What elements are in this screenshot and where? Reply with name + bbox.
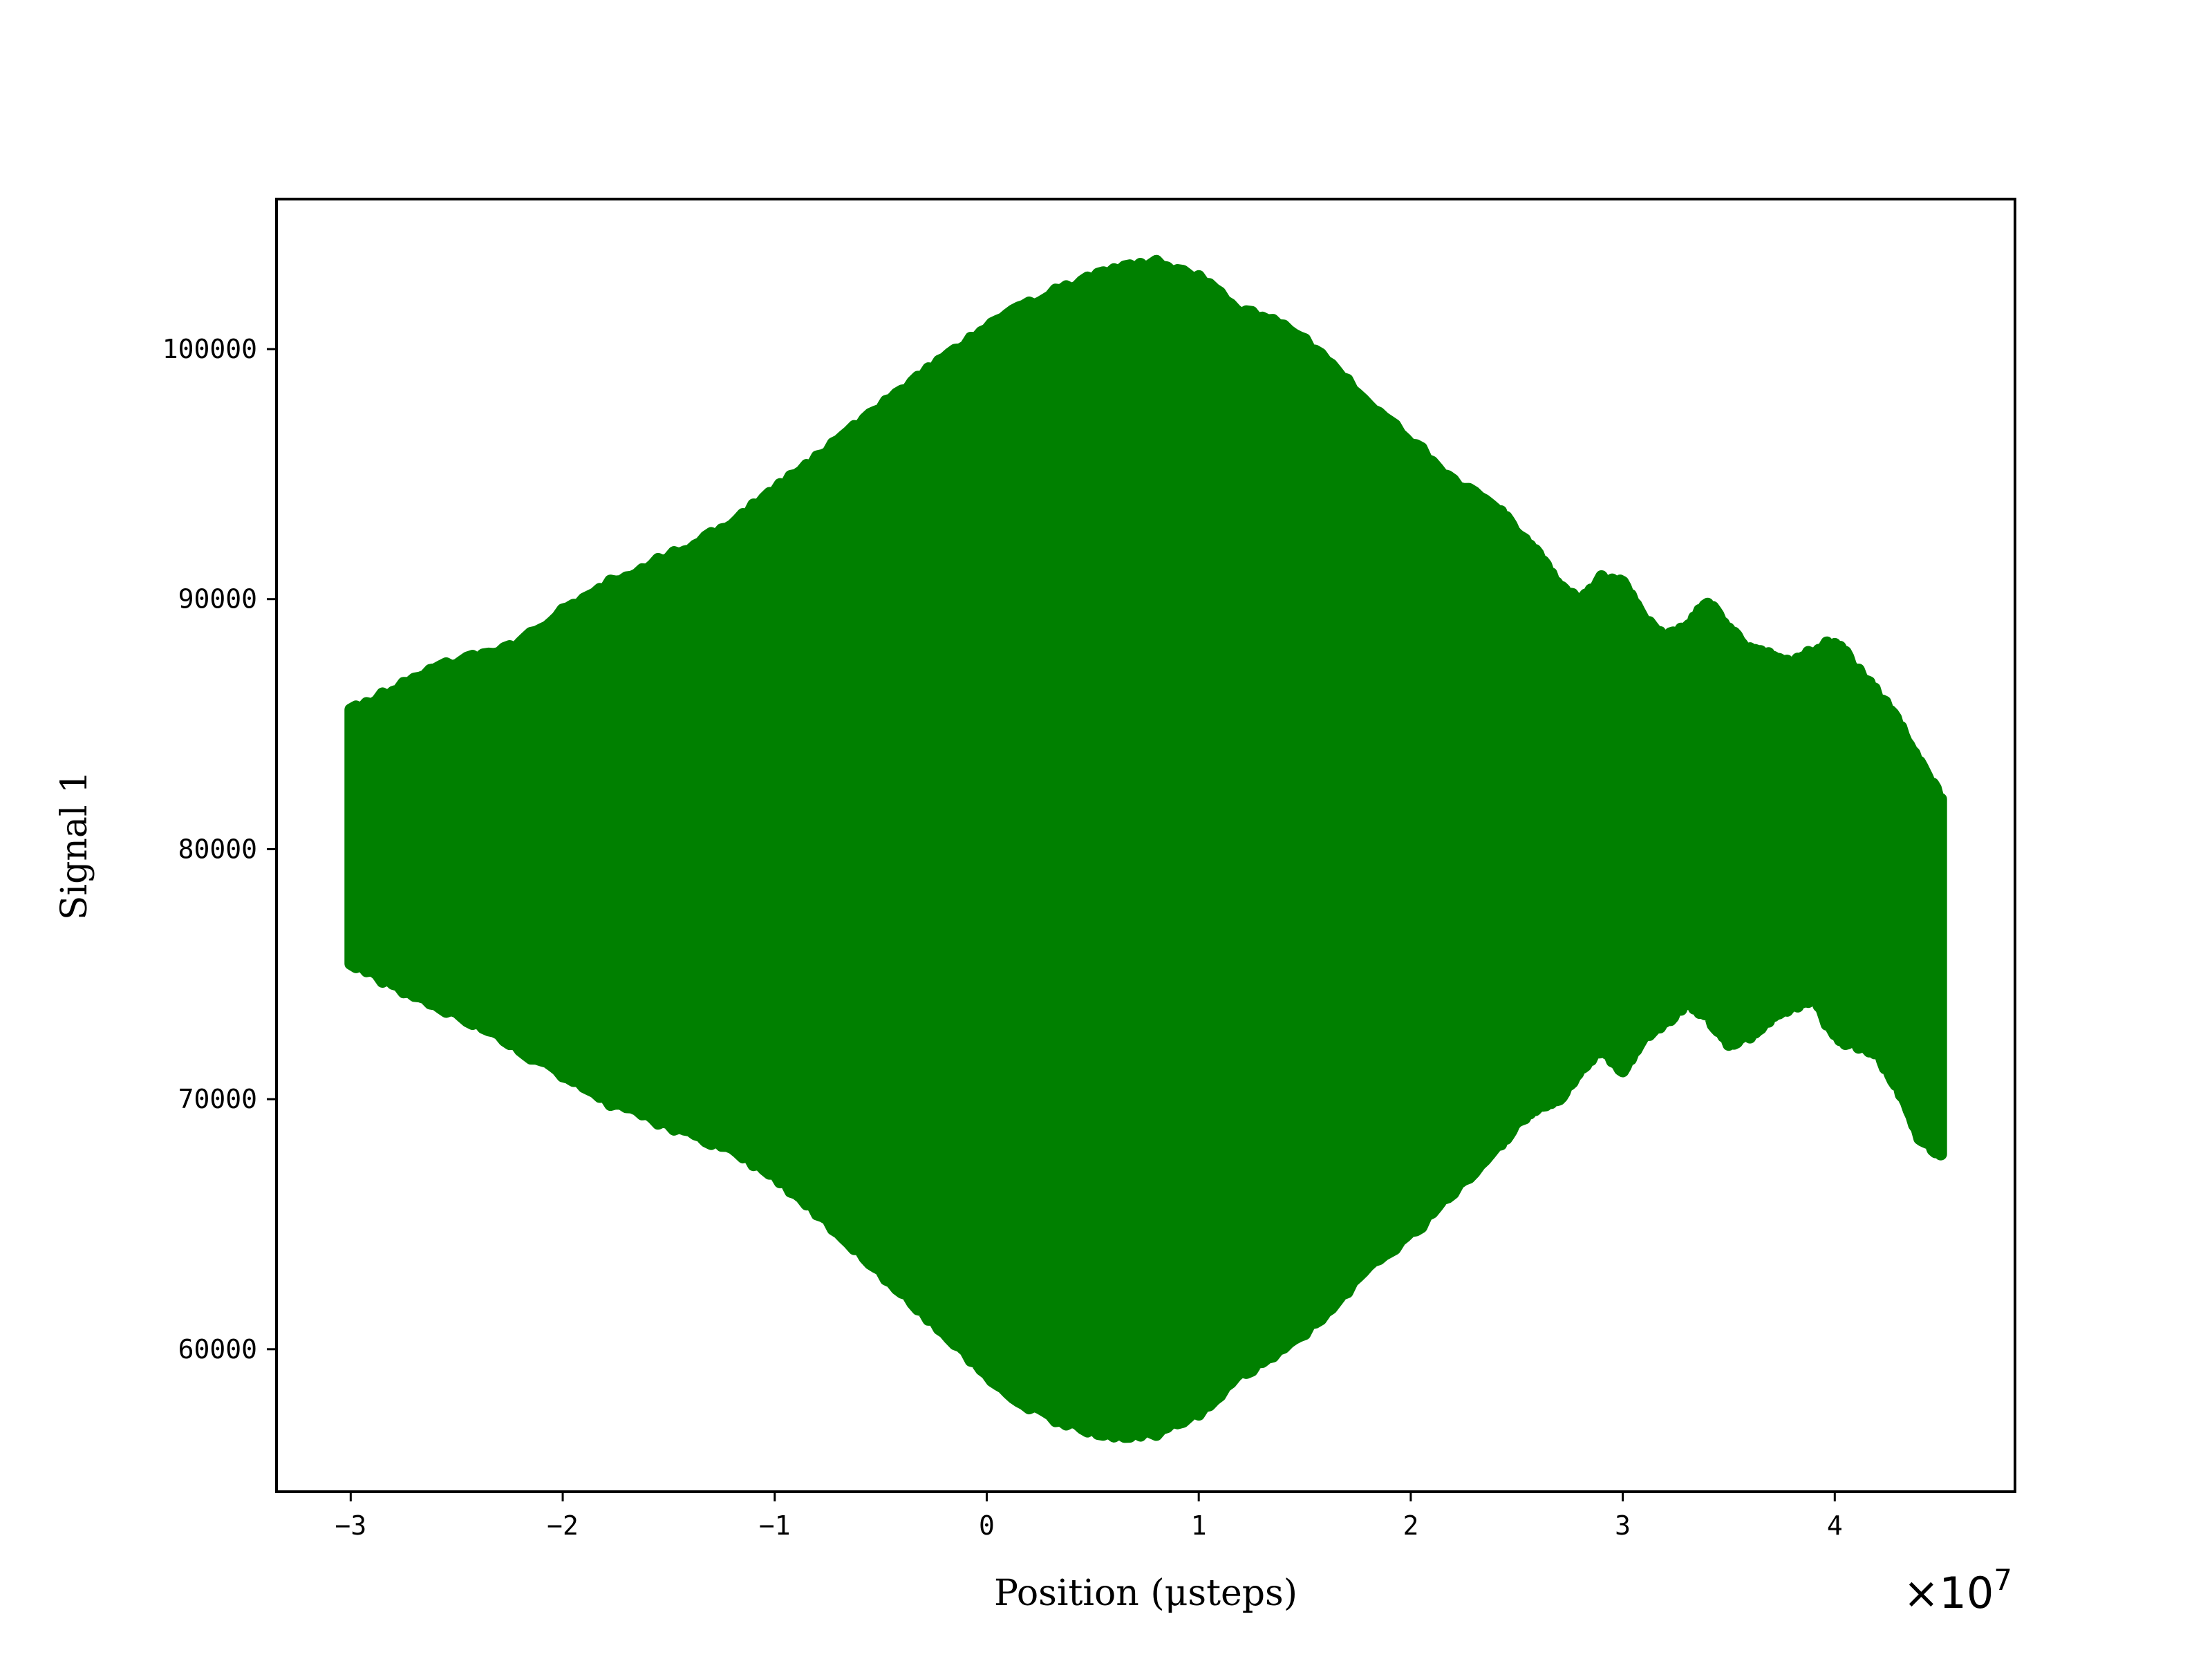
x-tick-label: 3 [1615, 1510, 1631, 1541]
y-tick-label: 60000 [178, 1334, 257, 1365]
data-series-envelope [344, 254, 1947, 1443]
x-axis-label: Position (μsteps) [994, 1573, 1297, 1614]
y-tick-label: 70000 [178, 1084, 257, 1114]
data-layer [344, 254, 1947, 1443]
y-axis: 60000 70000 80000 90000 100000 [162, 334, 276, 1365]
x-tick-label: −2 [547, 1510, 579, 1541]
x-tick-label: −3 [335, 1510, 366, 1541]
x-tick-label: 2 [1403, 1510, 1418, 1541]
y-axis-label: Signal 1 [54, 771, 95, 920]
x-tick-label: −1 [759, 1510, 791, 1541]
plot-frame [275, 198, 2016, 1493]
x-axis: −3 −2 −1 0 1 2 3 4 [335, 1492, 1843, 1541]
x-axis-multiplier: ×107 [1903, 1563, 2012, 1618]
x-axis-multiplier-exponent: 7 [1994, 1563, 2012, 1597]
y-tick-label: 80000 [178, 834, 257, 864]
x-tick-label: 4 [1827, 1510, 1843, 1541]
x-tick-label: 0 [979, 1510, 995, 1541]
x-axis-multiplier-base: ×10 [1903, 1568, 1994, 1618]
y-tick-label: 100000 [162, 334, 257, 364]
y-tick-label: 90000 [178, 584, 257, 615]
x-tick-label: 1 [1191, 1510, 1207, 1541]
